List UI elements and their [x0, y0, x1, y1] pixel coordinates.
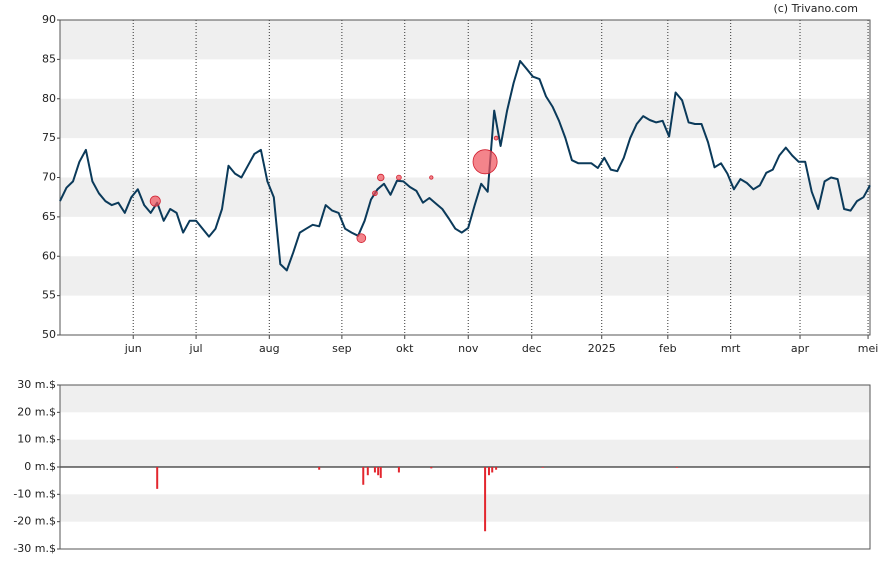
bar	[366, 467, 369, 476]
grid-band	[60, 256, 870, 296]
x-tick-label: apr	[791, 342, 810, 355]
y-tick-label: 55	[42, 289, 56, 302]
bar	[484, 467, 487, 532]
grid-band	[60, 439, 870, 467]
grid-band	[60, 177, 870, 217]
bar	[377, 467, 380, 476]
y-tick-label: 85	[42, 52, 56, 65]
y-tick-label: 20 m.$	[17, 405, 56, 418]
y-tick-label: 70	[42, 171, 56, 184]
y-tick-label: -30 m.$	[13, 542, 56, 555]
bubble	[396, 174, 402, 181]
bubble	[356, 233, 367, 243]
bubble	[493, 135, 499, 141]
bar	[487, 467, 490, 476]
y-tick-label: 90	[42, 13, 56, 26]
plot-frame	[59, 19, 871, 336]
y-tick-label: 30 m.$	[17, 378, 56, 391]
grid-band	[60, 20, 870, 60]
bubble	[472, 149, 498, 175]
grid-band	[60, 385, 870, 413]
bar	[379, 467, 382, 478]
bubble	[149, 195, 161, 207]
x-tick-label: 2025	[588, 342, 616, 355]
y-tick-label: 75	[42, 131, 56, 144]
y-tick-label: -10 m.$	[13, 487, 56, 500]
y-tick-label: 0 m.$	[24, 460, 56, 473]
bar	[541, 467, 544, 468]
y-tick-label: -20 m.$	[13, 515, 56, 528]
x-tick-label: mei	[858, 342, 879, 355]
x-tick-label: jun	[124, 342, 142, 355]
bar	[675, 467, 678, 468]
bar	[373, 467, 376, 473]
y-tick-label: 50	[42, 328, 56, 341]
bar	[362, 467, 365, 485]
credit: (c) Trivano.com	[773, 2, 858, 15]
plot-frame	[59, 384, 871, 550]
y-tick-label: 10 m.$	[17, 433, 56, 446]
bubble	[372, 190, 378, 197]
bar	[495, 467, 498, 470]
bar	[156, 467, 159, 489]
x-tick-label: mrt	[721, 342, 741, 355]
x-tick-label: feb	[659, 342, 677, 355]
bar	[430, 467, 433, 469]
x-tick-label: sep	[332, 342, 351, 355]
y-tick-label: 80	[42, 92, 56, 105]
bar	[318, 467, 321, 470]
x-tick-label: jul	[189, 342, 203, 355]
grid-band	[60, 98, 870, 139]
bubble	[377, 173, 385, 182]
x-tick-label: okt	[396, 342, 414, 355]
x-tick-label: nov	[458, 342, 479, 355]
bar	[397, 467, 400, 473]
y-tick-label: 65	[42, 210, 56, 223]
price-line	[59, 60, 871, 272]
bubble	[429, 175, 434, 180]
bar	[491, 467, 494, 473]
grid-band	[60, 494, 870, 522]
y-tick-label: 60	[42, 249, 56, 262]
x-tick-label: dec	[522, 342, 542, 355]
x-tick-label: aug	[259, 342, 280, 355]
